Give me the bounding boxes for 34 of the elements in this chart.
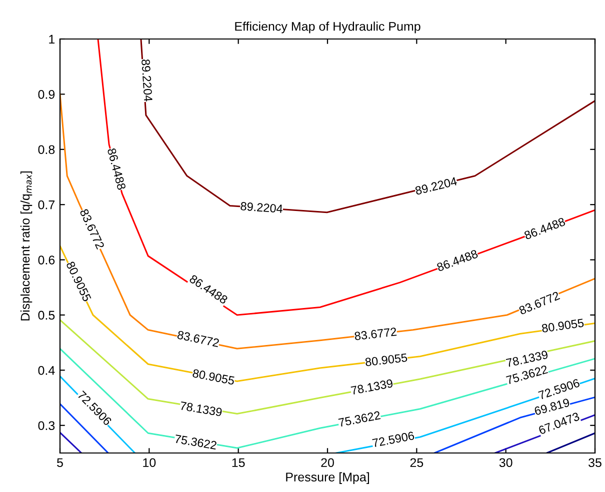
y-tick-label: 0.7 [38,200,55,210]
annotation: 89.2204 [414,176,458,195]
y-tick-label: 0.9 [38,90,55,99]
y-tick-label: 0.8 [38,145,55,154]
annotation: 83.6772 [354,327,397,340]
x-tick-label: 10 [143,458,156,468]
x-tick-label: 30 [499,458,512,468]
annotation: 78.1339 [350,378,394,395]
y-tick-label: 0.5 [38,310,55,320]
annotation: 78.1339 [506,350,548,368]
annotation: 80.9055 [192,368,235,385]
y-axis-title: Displacement ratio [q/q$_{max}$] [20,171,32,320]
y-tick-label: 0.4 [38,366,55,375]
x-tick-label: 15 [232,458,245,468]
annotation: 75.3622 [174,434,217,450]
annotation: 69.819 [534,398,570,416]
annotation: 80.9055 [542,318,584,333]
x-tick-label: 35 [588,458,602,468]
annotation: 89.2204 [240,202,283,214]
x-tick-label: 25 [410,458,424,468]
x-tick-label: 20 [321,458,334,468]
y-tick-label: 1 [49,34,55,44]
x-tick-label: 5 [57,458,63,468]
annotation: 75.3622 [338,410,381,427]
x-axis-title: Pressure [Mpa] [286,472,369,484]
annotation: 78.1339 [180,401,222,416]
annotation: 83.6772 [177,330,220,348]
annotation: 89.2204 [141,59,153,102]
y-tick-label: 0.6 [38,256,55,264]
y-tick-label: 0.3 [38,421,55,430]
annotation: 72.5906 [372,431,415,448]
chart-title: Efficiency Map of Hydraulic Pump [235,22,420,34]
annotation: 86.4488 [107,148,126,190]
annotation: 80.9055 [365,353,408,366]
